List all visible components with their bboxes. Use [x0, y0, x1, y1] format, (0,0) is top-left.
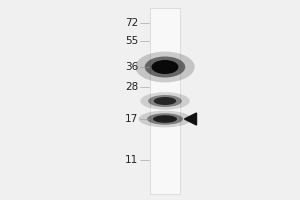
Text: 11: 11	[125, 155, 138, 165]
Polygon shape	[184, 113, 196, 125]
Ellipse shape	[135, 52, 195, 82]
Ellipse shape	[145, 56, 185, 77]
Ellipse shape	[147, 113, 183, 125]
Ellipse shape	[154, 97, 176, 105]
Text: 17: 17	[125, 114, 138, 124]
Text: 55: 55	[125, 36, 138, 46]
Ellipse shape	[139, 111, 191, 127]
Ellipse shape	[148, 95, 182, 107]
Ellipse shape	[153, 115, 177, 123]
Text: 72: 72	[125, 18, 138, 28]
Ellipse shape	[140, 92, 190, 110]
Bar	[150, 8, 180, 194]
Text: 28: 28	[125, 82, 138, 92]
Text: 36: 36	[125, 62, 138, 72]
Ellipse shape	[152, 60, 178, 74]
